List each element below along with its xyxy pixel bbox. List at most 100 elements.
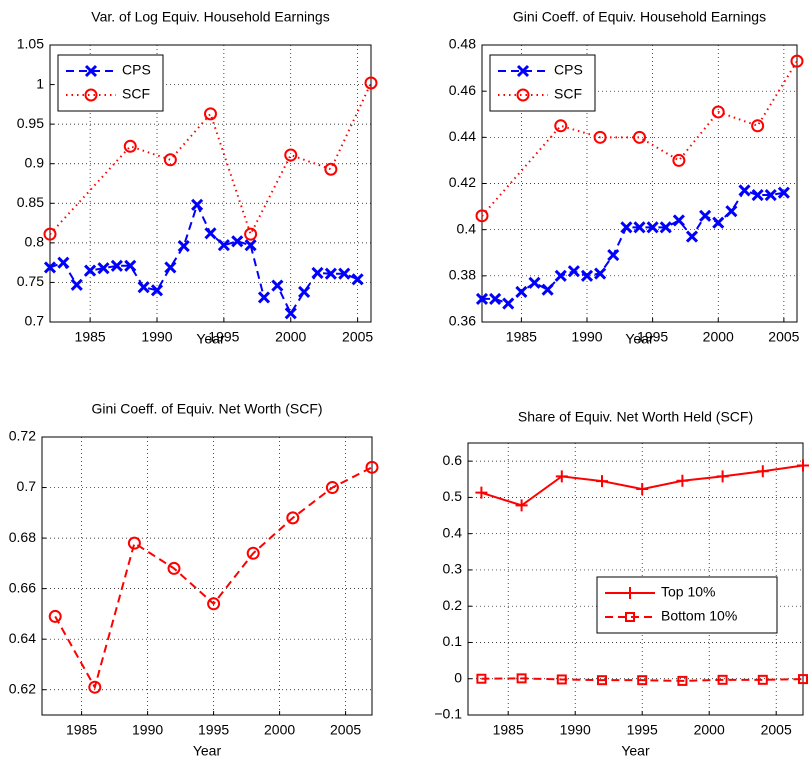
- y-tick-label: 0.44: [449, 128, 476, 144]
- legend-box: [596, 576, 778, 634]
- marker: [672, 153, 686, 167]
- marker: [164, 261, 177, 274]
- x-axis-label: Year: [193, 743, 222, 759]
- chart-title: Share of Equiv. Net Worth Held (SCF): [518, 409, 753, 425]
- marker: [699, 209, 712, 222]
- marker: [124, 259, 137, 272]
- y-tick-label: 0.68: [9, 529, 36, 545]
- chart-title: Gini Coeff. of Equiv. Net Worth (SCF): [91, 401, 322, 417]
- x-tick-label: 1985: [493, 722, 524, 738]
- x-tick-label: 2000: [264, 722, 295, 738]
- marker: [751, 188, 764, 202]
- y-tick-label: 0.3: [443, 561, 463, 577]
- y-tick-label: 0: [454, 669, 462, 685]
- marker: [594, 267, 607, 280]
- marker: [636, 483, 649, 496]
- marker: [554, 269, 567, 282]
- y-tick-label: 0.1: [443, 633, 463, 649]
- y-tick-label: 0.7: [17, 478, 37, 494]
- marker: [177, 239, 190, 253]
- y-tick-label: 0.4: [443, 524, 463, 540]
- marker: [567, 265, 580, 278]
- marker: [244, 227, 258, 241]
- y-tick-label: 0.5: [443, 488, 463, 504]
- y-tick-label: 0.85: [17, 194, 44, 210]
- marker: [593, 130, 607, 144]
- marker: [554, 119, 568, 133]
- marker: [685, 230, 699, 243]
- x-tick-label: 2000: [694, 722, 725, 738]
- marker: [756, 465, 769, 478]
- marker: [677, 675, 688, 686]
- marker: [797, 459, 809, 472]
- legend-marker: [84, 88, 98, 102]
- marker: [286, 511, 300, 525]
- marker: [84, 264, 97, 277]
- y-tick-label: 1.05: [17, 36, 44, 52]
- y-tick-label: 0.95: [17, 115, 44, 131]
- marker: [716, 470, 729, 483]
- x-tick-label: 2005: [761, 722, 792, 738]
- axes-box: [41, 436, 373, 716]
- legend-marker: [625, 612, 635, 622]
- marker: [324, 162, 338, 176]
- chart-title: Gini Coeff. of Equiv. Household Earnings: [513, 9, 766, 25]
- marker: [502, 297, 515, 310]
- marker: [725, 205, 738, 218]
- chart-title: Var. of Log Equiv. Household Earnings: [91, 9, 329, 25]
- marker: [244, 239, 257, 252]
- marker: [325, 481, 339, 495]
- legend-box: [489, 54, 596, 112]
- legend-label: CPS: [122, 62, 151, 78]
- y-tick-label: 0.6: [443, 452, 463, 468]
- x-tick-label: 1995: [627, 722, 658, 738]
- marker: [217, 239, 230, 252]
- axes-box: [49, 44, 372, 323]
- marker: [231, 235, 244, 248]
- y-tick-label: 0.4: [457, 220, 477, 236]
- x-tick-label: 2005: [342, 329, 373, 345]
- y-tick-label: 0.42: [449, 174, 476, 190]
- marker: [364, 76, 378, 90]
- marker: [607, 248, 620, 262]
- x-tick-label: 2005: [330, 722, 361, 738]
- x-tick-label: 2000: [275, 329, 306, 345]
- y-tick-label: 0.72: [9, 428, 36, 444]
- marker: [246, 546, 260, 560]
- marker: [48, 609, 62, 623]
- marker: [150, 284, 164, 297]
- marker: [515, 499, 528, 512]
- marker: [580, 269, 594, 282]
- marker: [88, 680, 102, 694]
- marker: [475, 292, 489, 305]
- marker: [757, 674, 768, 685]
- marker: [798, 674, 808, 685]
- axes-box: [467, 442, 804, 716]
- y-tick-label: 0.62: [9, 680, 36, 696]
- legend-marker: [516, 64, 530, 78]
- marker: [596, 475, 608, 488]
- marker: [137, 281, 150, 294]
- marker: [515, 285, 528, 299]
- marker: [475, 486, 488, 499]
- y-tick-label: 0.7: [25, 313, 45, 329]
- marker: [528, 276, 541, 289]
- marker: [712, 216, 725, 229]
- marker: [711, 105, 725, 119]
- y-tick-label: 0.8: [25, 234, 45, 250]
- marker: [620, 221, 633, 234]
- x-tick-label: 1990: [141, 329, 172, 345]
- marker: [43, 261, 57, 274]
- marker: [311, 266, 324, 279]
- marker: [191, 198, 204, 211]
- marker: [633, 130, 646, 144]
- x-tick-label: 1985: [66, 722, 97, 738]
- x-tick-label: 1990: [571, 329, 602, 345]
- x-tick-label: 1995: [198, 722, 229, 738]
- marker: [777, 186, 790, 199]
- marker: [475, 209, 489, 223]
- marker: [110, 259, 123, 272]
- series-line: [54, 466, 373, 690]
